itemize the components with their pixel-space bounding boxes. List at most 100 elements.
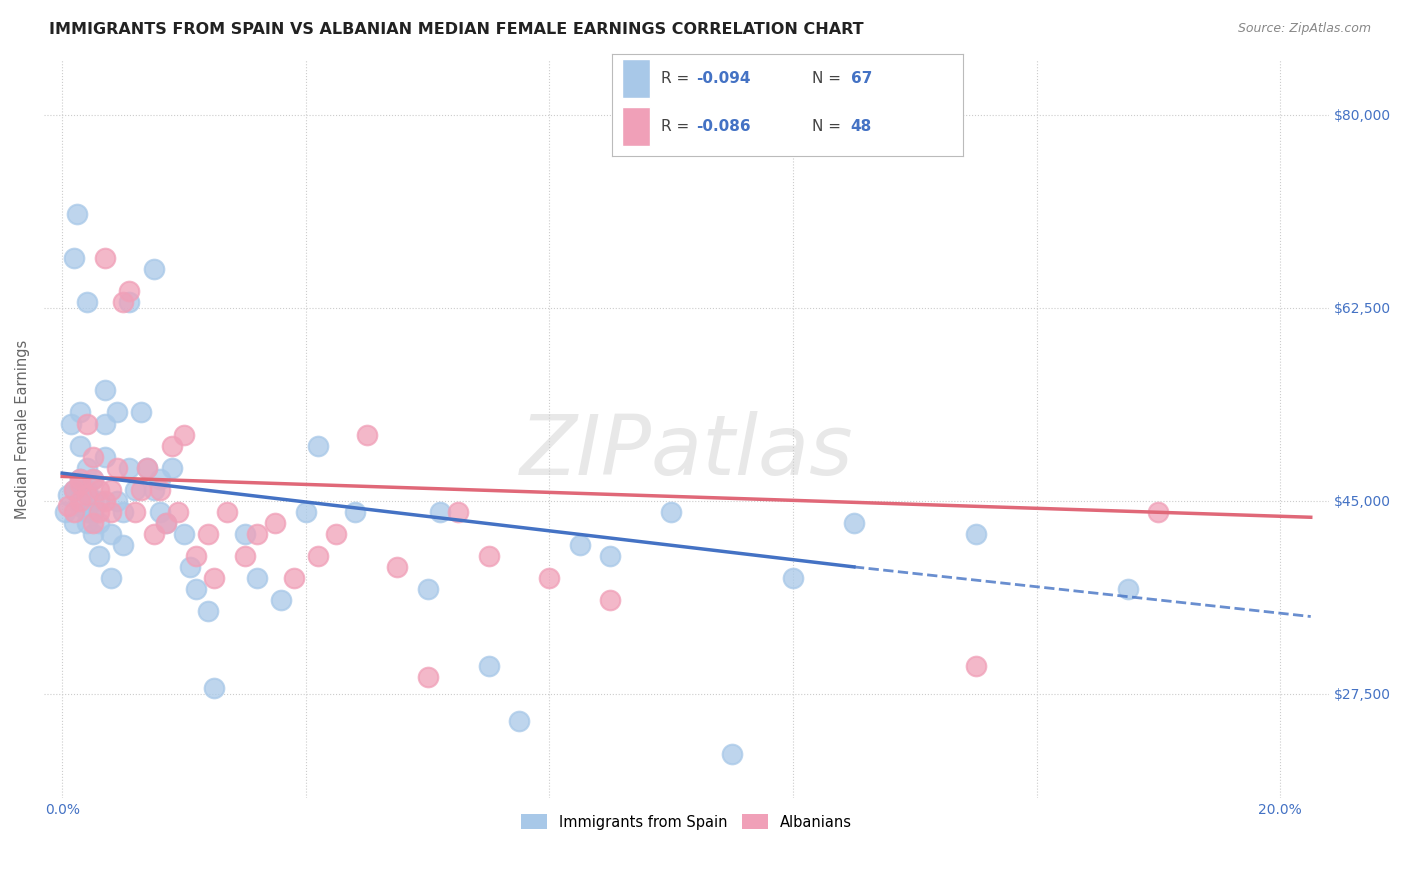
- Point: [782, 571, 804, 585]
- Point: [131, 483, 153, 497]
- Point: [307, 549, 329, 563]
- Point: [63, 516, 86, 530]
- Point: [149, 483, 172, 497]
- Point: [69, 439, 91, 453]
- Point: [155, 516, 177, 530]
- Point: [429, 505, 451, 519]
- Point: [87, 483, 110, 497]
- Point: [264, 516, 287, 530]
- Point: [965, 526, 987, 541]
- Point: [69, 483, 91, 497]
- Text: 48: 48: [851, 119, 872, 134]
- Point: [112, 295, 135, 310]
- Point: [343, 505, 366, 519]
- Point: [94, 251, 117, 265]
- Point: [965, 659, 987, 673]
- Point: [294, 505, 316, 519]
- Point: [246, 571, 269, 585]
- Point: [842, 516, 865, 530]
- Point: [1147, 505, 1170, 519]
- Point: [69, 493, 91, 508]
- Point: [76, 516, 98, 530]
- Point: [69, 472, 91, 486]
- Point: [69, 500, 91, 514]
- Point: [82, 472, 104, 486]
- Point: [186, 582, 208, 596]
- Point: [112, 505, 135, 519]
- Point: [270, 593, 292, 607]
- Text: -0.086: -0.086: [696, 119, 751, 134]
- Point: [538, 571, 561, 585]
- Point: [197, 604, 219, 618]
- Point: [215, 505, 238, 519]
- Point: [599, 549, 621, 563]
- Point: [94, 450, 117, 464]
- Point: [100, 483, 122, 497]
- Point: [82, 505, 104, 519]
- Point: [118, 460, 141, 475]
- Point: [76, 488, 98, 502]
- Point: [356, 427, 378, 442]
- Point: [568, 538, 591, 552]
- Point: [69, 405, 91, 419]
- Point: [325, 526, 347, 541]
- Point: [87, 516, 110, 530]
- Point: [173, 427, 195, 442]
- Point: [179, 560, 201, 574]
- Point: [100, 526, 122, 541]
- Point: [87, 549, 110, 563]
- Point: [197, 526, 219, 541]
- Point: [385, 560, 408, 574]
- Point: [105, 460, 128, 475]
- Point: [136, 460, 159, 475]
- Point: [76, 295, 98, 310]
- Point: [124, 483, 146, 497]
- Point: [721, 747, 744, 762]
- Point: [112, 538, 135, 552]
- Point: [307, 439, 329, 453]
- Point: [76, 483, 98, 497]
- Point: [142, 262, 165, 277]
- Point: [142, 483, 165, 497]
- Y-axis label: Median Female Earnings: Median Female Earnings: [15, 340, 30, 518]
- Point: [118, 284, 141, 298]
- Point: [149, 505, 172, 519]
- Point: [155, 516, 177, 530]
- Point: [63, 505, 86, 519]
- Point: [76, 460, 98, 475]
- Point: [416, 670, 439, 684]
- Point: [142, 526, 165, 541]
- Point: [149, 472, 172, 486]
- Point: [76, 417, 98, 431]
- Text: R =: R =: [661, 119, 695, 134]
- Point: [204, 571, 226, 585]
- Point: [66, 207, 89, 221]
- Point: [173, 526, 195, 541]
- Point: [105, 493, 128, 508]
- Legend: Immigrants from Spain, Albanians: Immigrants from Spain, Albanians: [515, 808, 858, 836]
- Point: [160, 460, 183, 475]
- Point: [416, 582, 439, 596]
- Point: [76, 505, 98, 519]
- Point: [124, 505, 146, 519]
- Point: [82, 516, 104, 530]
- Point: [186, 549, 208, 563]
- FancyBboxPatch shape: [621, 59, 650, 97]
- Point: [87, 493, 110, 508]
- Point: [87, 505, 110, 519]
- Point: [131, 405, 153, 419]
- Text: Source: ZipAtlas.com: Source: ZipAtlas.com: [1237, 22, 1371, 36]
- Point: [105, 405, 128, 419]
- Point: [477, 549, 499, 563]
- Point: [167, 505, 190, 519]
- Point: [63, 251, 86, 265]
- Point: [100, 505, 122, 519]
- Text: N =: N =: [813, 119, 846, 134]
- Text: 67: 67: [851, 70, 872, 86]
- Point: [1116, 582, 1139, 596]
- Point: [53, 505, 76, 519]
- Point: [69, 472, 91, 486]
- Point: [82, 472, 104, 486]
- Point: [58, 500, 80, 514]
- Point: [100, 571, 122, 585]
